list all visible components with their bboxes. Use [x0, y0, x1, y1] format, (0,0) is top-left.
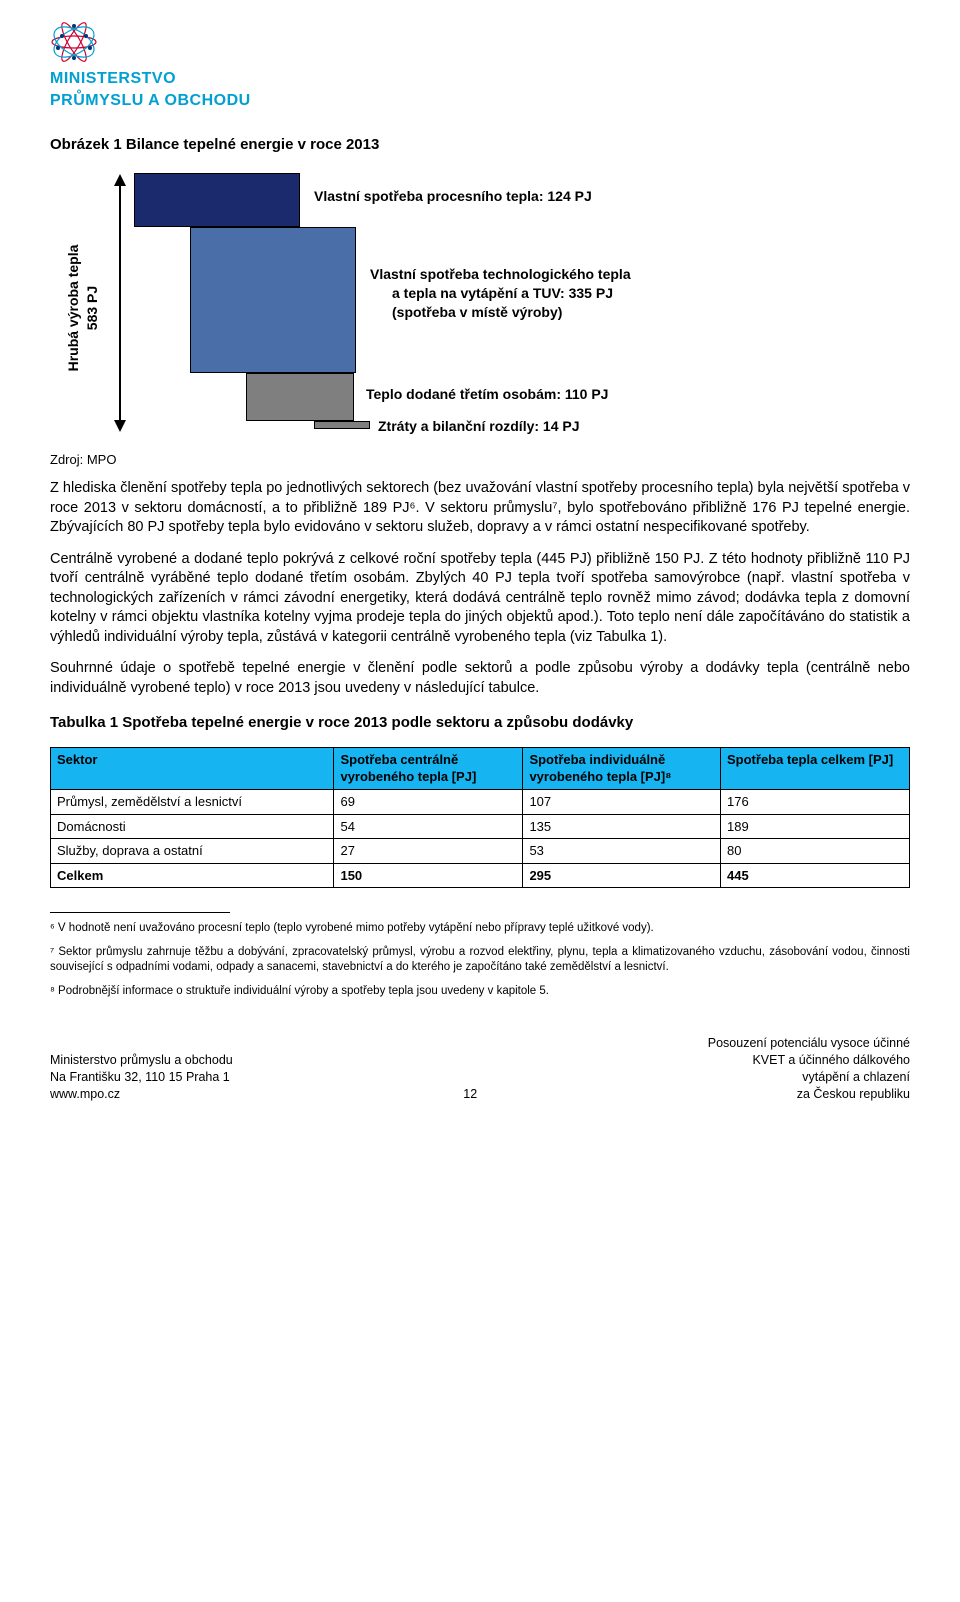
table-row: Domácnosti54135189	[51, 814, 910, 839]
footer-addr: Na Františku 32, 110 15 Praha 1	[50, 1069, 233, 1086]
table-row: Průmysl, zemědělství a lesnictví69107176	[51, 789, 910, 814]
bar-1	[190, 227, 356, 373]
page-footer: Ministerstvo průmyslu a obchodu Na Frant…	[50, 1035, 910, 1103]
table-cell: Domácnosti	[51, 814, 334, 839]
paragraph-2: Centrálně vyrobené a dodané teplo pokrýv…	[50, 550, 910, 648]
balance-chart: Hrubá výroba tepla 583 PJ Vlastní spotře…	[60, 173, 910, 443]
footer-url: www.mpo.cz	[50, 1086, 233, 1103]
arrow-block	[106, 173, 134, 433]
ministry-logo-icon	[50, 20, 98, 64]
table-cell: Služby, doprava a ostatní	[51, 839, 334, 864]
figure-source: Zdroj: MPO	[50, 451, 910, 469]
double-arrow-icon	[108, 174, 132, 432]
table-cell: Celkem	[51, 863, 334, 888]
ministry-name-line1: MINISTERSTVO	[50, 68, 910, 90]
footer-org: Ministerstvo průmyslu a obchodu	[50, 1052, 233, 1069]
table-cell: 54	[334, 814, 523, 839]
paragraph-3: Souhrnné údaje o spotřebě tepelné energi…	[50, 659, 910, 698]
table-cell: 107	[523, 789, 721, 814]
footnote-separator	[50, 912, 230, 913]
footer-r4: za Českou republiku	[708, 1086, 910, 1103]
table-cell: 53	[523, 839, 721, 864]
bar-label-1: Vlastní spotřeba technologického teplaa …	[370, 265, 631, 322]
bar-label-2: Teplo dodané třetím osobám: 110 PJ	[366, 385, 608, 404]
table-cell: 176	[721, 789, 910, 814]
table-cell: 69	[334, 789, 523, 814]
table-cell: 27	[334, 839, 523, 864]
footer-r3: vytápění a chlazení	[708, 1069, 910, 1086]
table-cell: 189	[721, 814, 910, 839]
footer-right: Posouzení potenciálu vysoce účinné KVET …	[708, 1035, 910, 1103]
ministry-name-line2: PRŮMYSLU A OBCHODU	[50, 90, 910, 112]
logo-row	[50, 20, 910, 64]
bar-3	[314, 421, 370, 429]
bar-label-0: Vlastní spotřeba procesního tepla: 124 P…	[314, 187, 592, 206]
table-row: Služby, doprava a ostatní275380	[51, 839, 910, 864]
bar-0	[134, 173, 300, 227]
table-header-2: Spotřeba individuálně vyrobeného tepla […	[523, 747, 721, 789]
footnote-7: ⁷ Sektor průmyslu zahrnuje těžbu a dobýv…	[50, 945, 910, 976]
figure-title: Obrázek 1 Bilance tepelné energie v roce…	[50, 135, 910, 155]
table-cell: 295	[523, 863, 721, 888]
bar-2	[246, 373, 354, 421]
y-axis-label-block: Hrubá výroba tepla 583 PJ	[60, 173, 106, 443]
paragraph-1: Z hlediska členění spotřeby tepla po jed…	[50, 479, 910, 538]
table-cell: 80	[721, 839, 910, 864]
y-axis-label: Hrubá výroba tepla 583 PJ	[64, 245, 102, 372]
footnote-8: ⁸ Podrobnější informace o struktuře indi…	[50, 984, 910, 1000]
bars-block: Vlastní spotřeba procesního tepla: 124 P…	[134, 173, 910, 443]
table-cell: 445	[721, 863, 910, 888]
ministry-header: MINISTERSTVO PRŮMYSLU A OBCHODU	[50, 20, 910, 111]
table-cell: 135	[523, 814, 721, 839]
table-title: Tabulka 1 Spotřeba tepelné energie v roc…	[50, 713, 910, 733]
table-header-0: Sektor	[51, 747, 334, 789]
table-header-3: Spotřeba tepla celkem [PJ]	[721, 747, 910, 789]
ylabel-l1: Hrubá výroba tepla	[65, 245, 81, 372]
footnote-6: ⁶ V hodnotě není uvažováno procesní tepl…	[50, 921, 910, 937]
footer-left: Ministerstvo průmyslu a obchodu Na Frant…	[50, 1052, 233, 1103]
table-header-1: Spotřeba centrálně vyrobeného tepla [PJ]	[334, 747, 523, 789]
table-total-row: Celkem150295445	[51, 863, 910, 888]
footer-r2: KVET a účinného dálkového	[708, 1052, 910, 1069]
bar-label-3: Ztráty a bilanční rozdíly: 14 PJ	[378, 417, 580, 436]
footer-page-number: 12	[463, 1086, 477, 1103]
ylabel-l2: 583 PJ	[84, 286, 100, 330]
table-cell: 150	[334, 863, 523, 888]
footer-r1: Posouzení potenciálu vysoce účinné	[708, 1035, 910, 1052]
consumption-table: SektorSpotřeba centrálně vyrobeného tepl…	[50, 747, 910, 888]
table-cell: Průmysl, zemědělství a lesnictví	[51, 789, 334, 814]
